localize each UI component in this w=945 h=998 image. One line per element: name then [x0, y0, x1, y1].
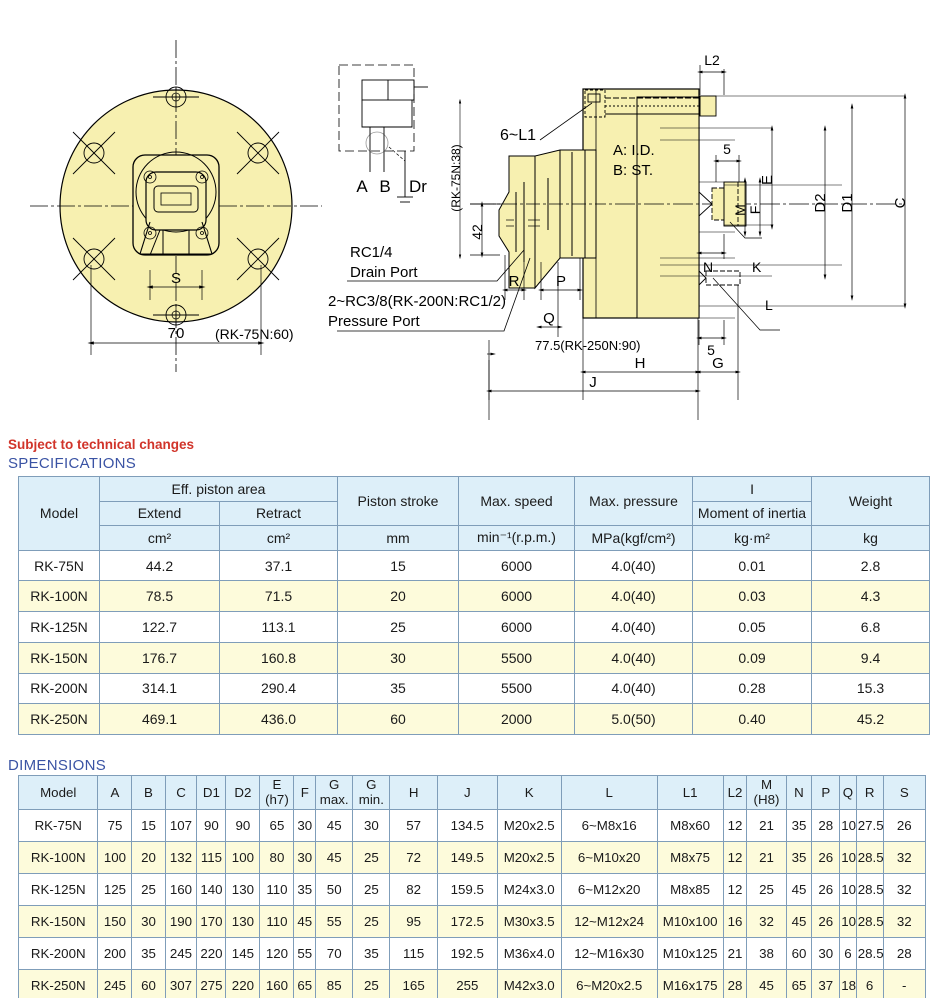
svg-text:P: P	[556, 273, 566, 290]
svg-text:H: H	[635, 355, 646, 372]
svg-text:S: S	[171, 270, 181, 287]
svg-text:M: M	[732, 204, 748, 216]
svg-text:C: C	[892, 197, 909, 208]
svg-text:42: 42	[469, 224, 485, 240]
svg-text:5: 5	[723, 141, 731, 157]
svg-text:Drain Port: Drain Port	[350, 264, 418, 281]
svg-text:Q: Q	[543, 310, 555, 327]
svg-text:A: A	[356, 177, 368, 196]
svg-text:6~L1: 6~L1	[500, 127, 536, 144]
svg-text:E: E	[759, 175, 776, 185]
svg-text:70: 70	[168, 325, 185, 342]
svg-text:(RK-75N:60): (RK-75N:60)	[215, 326, 294, 342]
svg-text:Dr: Dr	[409, 177, 427, 196]
svg-text:2~RC3/8(RK-200N:RC1/2): 2~RC3/8(RK-200N:RC1/2)	[328, 293, 506, 310]
svg-text:RC1/4: RC1/4	[350, 244, 393, 261]
svg-text:Pressure Port: Pressure Port	[328, 313, 421, 330]
svg-text:B: B	[379, 177, 390, 196]
svg-text:K: K	[752, 259, 762, 275]
svg-text:R: R	[509, 273, 520, 290]
svg-text:L2: L2	[704, 52, 720, 68]
svg-text:L: L	[765, 297, 773, 313]
svg-text:5: 5	[707, 342, 715, 358]
svg-text:J: J	[589, 374, 597, 391]
svg-text:D2: D2	[812, 193, 829, 212]
svg-text:N: N	[703, 259, 713, 275]
svg-text:77.5(RK-250N:90): 77.5(RK-250N:90)	[535, 338, 641, 353]
svg-text:(RK-75N:38): (RK-75N:38)	[449, 144, 463, 211]
svg-text:B: ST.: B: ST.	[613, 162, 653, 179]
svg-text:F: F	[747, 206, 763, 215]
svg-text:D1: D1	[839, 193, 856, 212]
svg-text:A: I.D.: A: I.D.	[613, 142, 655, 159]
